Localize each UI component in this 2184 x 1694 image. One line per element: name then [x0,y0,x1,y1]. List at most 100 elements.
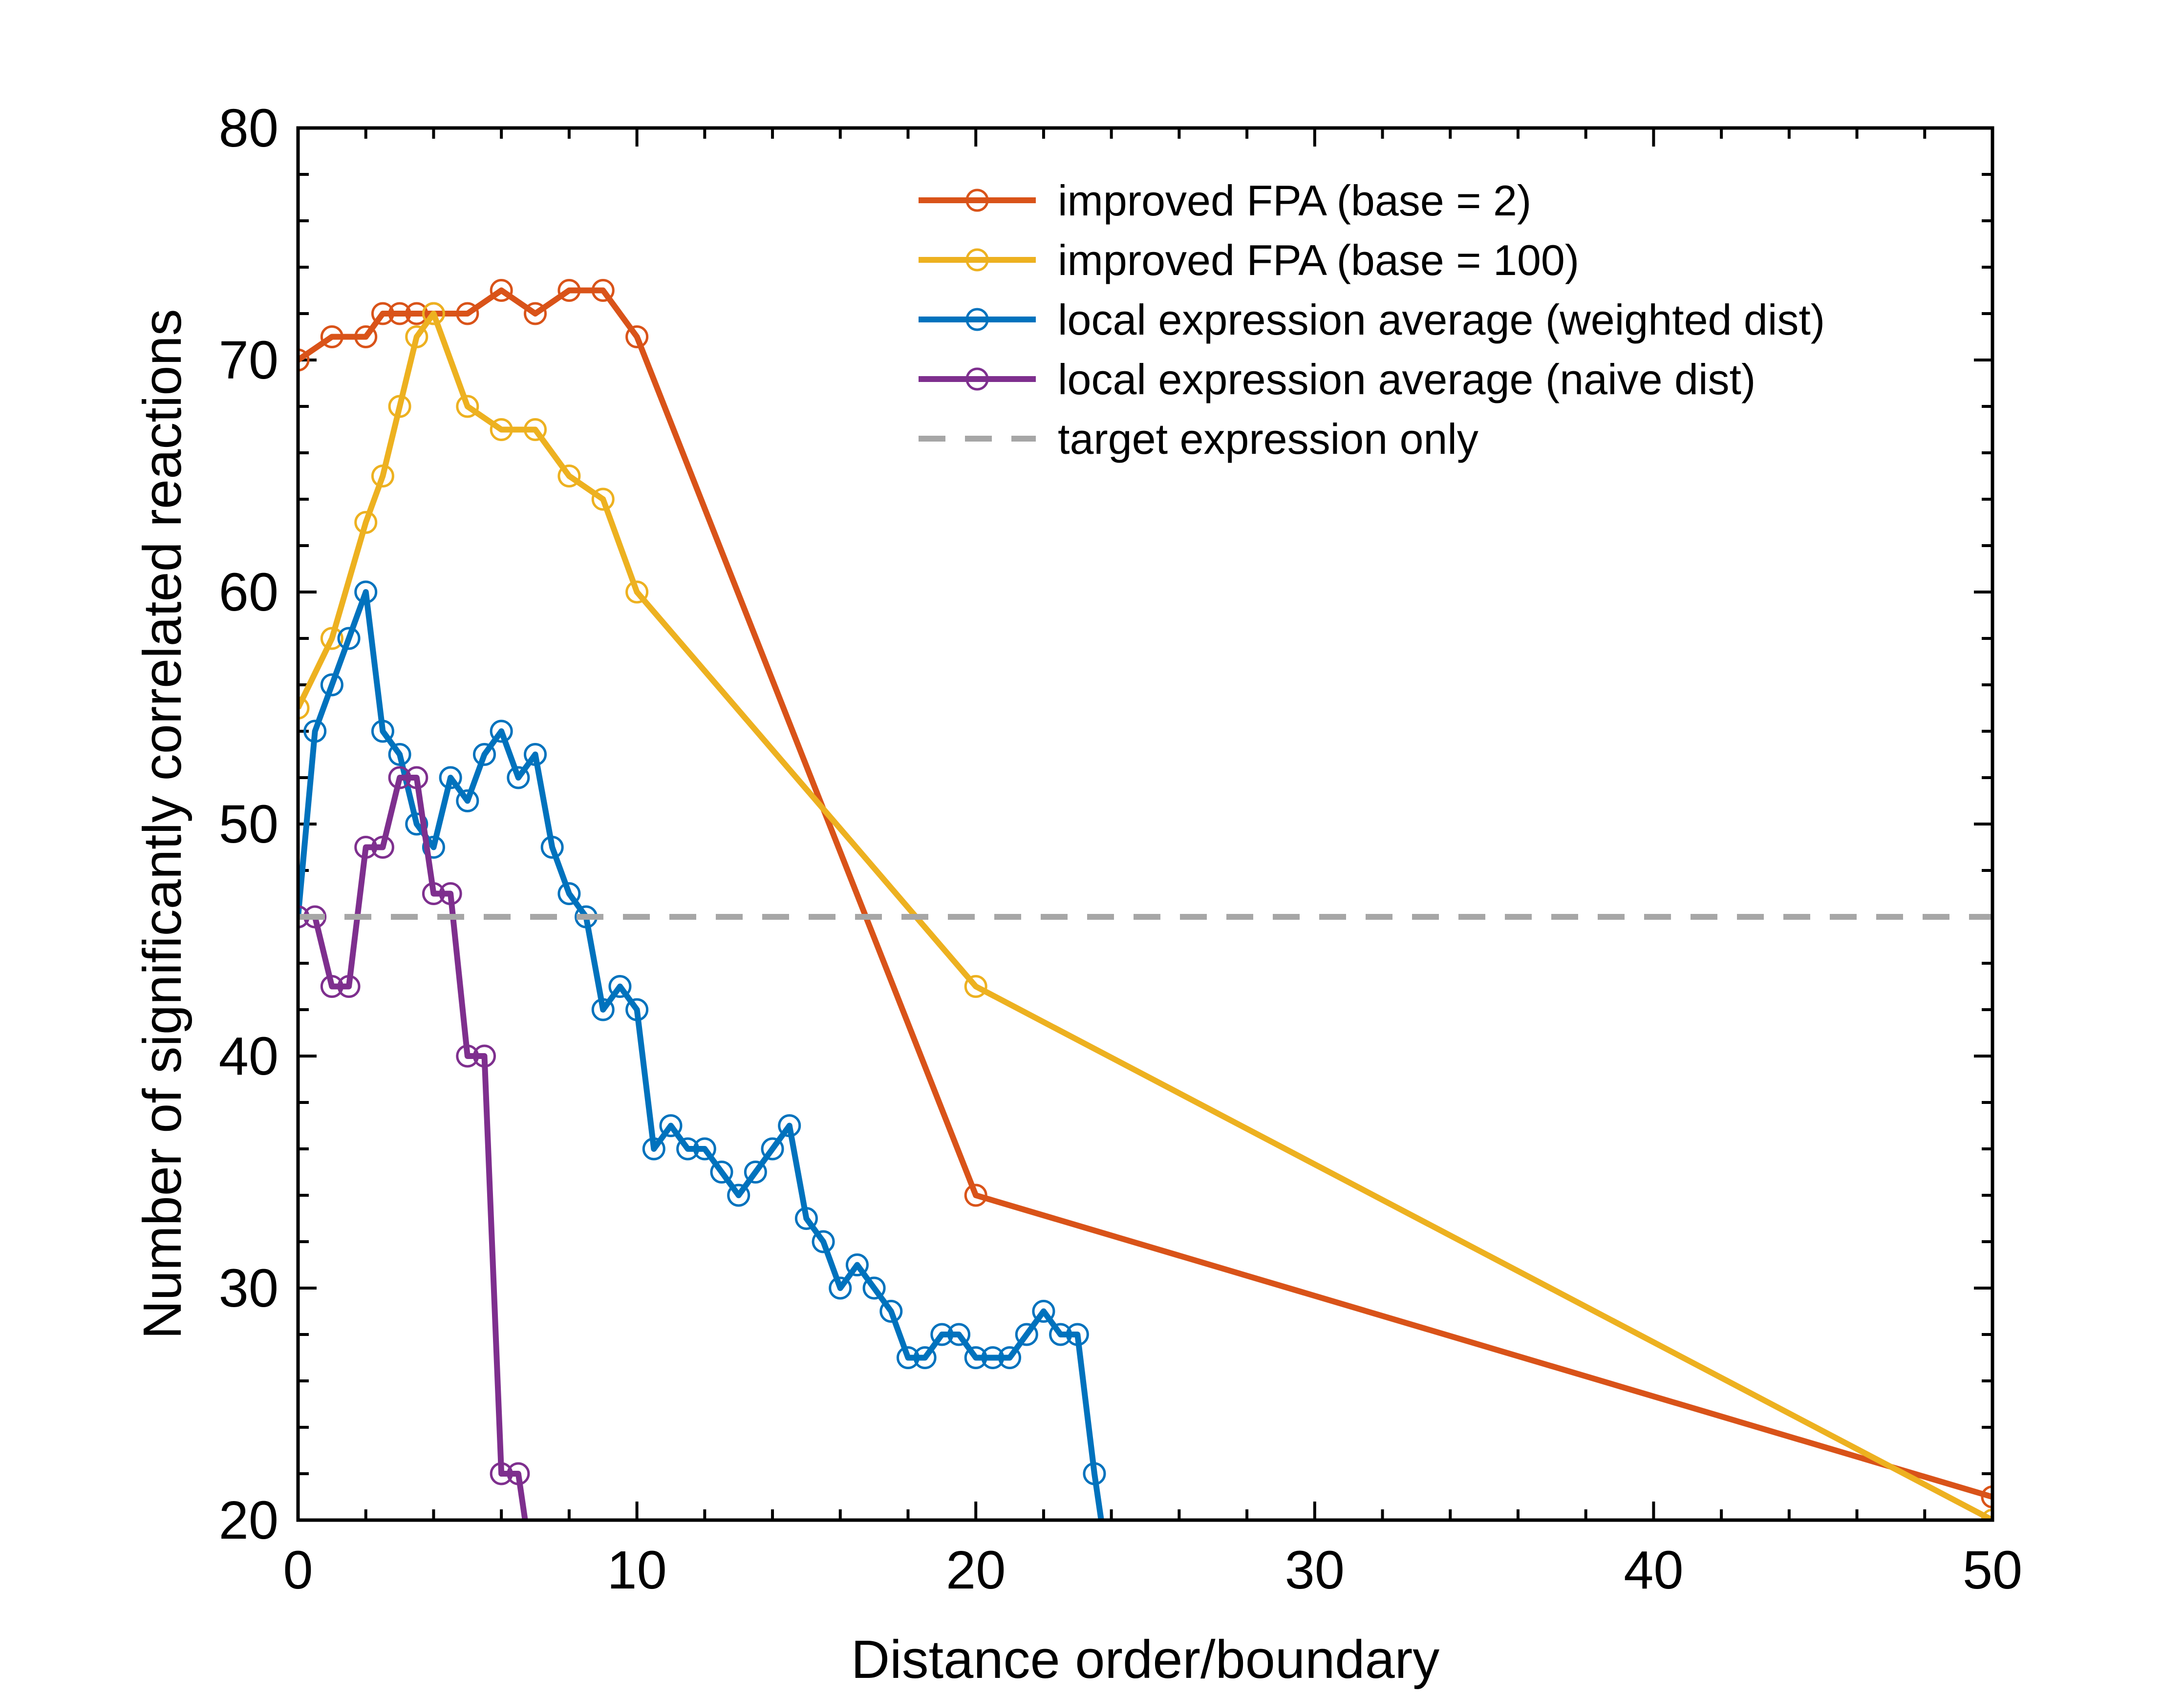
y-tick-label: 50 [219,794,278,854]
data-point [1049,1323,1072,1346]
y-tick-label: 80 [219,98,278,158]
x-axis-label: Distance order/boundary [851,1630,1440,1690]
data-point [862,1276,886,1300]
data-point [710,1161,733,1184]
data-point [354,511,378,534]
data-point [405,766,428,789]
x-tick-label: 0 [283,1540,313,1600]
data-point [591,279,615,302]
data-point [371,836,394,859]
y-axis-label: Number of significantly correlated react… [132,309,193,1339]
plot-area [298,128,1992,1520]
legend-marker [965,189,989,212]
y-tick-label: 30 [219,1258,278,1318]
data-point [591,487,615,511]
data-point [388,743,411,766]
data-point [490,1462,513,1485]
data-point [557,279,581,302]
legend-marker [965,367,989,391]
data-point [693,1137,716,1161]
data-point [354,580,378,604]
series-line [298,589,1104,1520]
data-point [896,1346,920,1369]
data-point [405,812,428,836]
data-point [456,302,479,325]
data-point [659,1114,683,1137]
data-point [524,418,547,441]
data-point [337,627,361,650]
data-point [998,1346,1022,1369]
data-point [472,743,496,766]
data-point [608,975,632,998]
data-point [371,465,394,487]
data-point [490,418,513,441]
x-tick-label: 30 [1285,1540,1345,1600]
legend-item: target expression only [919,415,1478,463]
data-point [829,1276,852,1300]
series-group [298,279,1992,1520]
data-point [964,1346,987,1369]
legend-label: local expression average (weighted dist) [1058,296,1825,344]
data-point [591,998,615,1021]
data-point [642,1137,665,1161]
data-point [337,975,361,998]
x-tick-label: 40 [1624,1540,1683,1600]
data-point [320,975,343,998]
data-point [947,1323,971,1346]
data-point [320,627,343,650]
legend-label: local expression average (naive dist) [1058,355,1756,403]
data-point [490,720,513,743]
data-point [540,836,564,859]
data-point [405,325,428,348]
data-point [557,882,581,905]
data-point [405,302,428,325]
data-point [845,1253,869,1276]
y-tick-label: 40 [219,1026,278,1086]
data-point [744,1161,767,1184]
data-point [727,1184,750,1207]
data-point [913,1346,937,1369]
x-tick-label: 10 [607,1540,666,1600]
data-point [964,1184,987,1207]
y-tick-label: 70 [219,330,278,390]
x-tick-label: 50 [1963,1540,2022,1600]
legend: improved FPA (base = 2) improved FPA (bas… [919,176,1825,463]
legend-marker [965,308,989,331]
data-point [1066,1323,1089,1346]
data-point [320,673,343,697]
data-point [625,325,649,348]
legend-label: improved FPA (base = 100) [1058,236,1579,284]
data-point [303,720,327,743]
data-point [964,975,987,998]
data-point [490,279,513,302]
data-point [676,1137,700,1161]
legend-marker [965,248,989,272]
data-point [456,789,479,812]
data-point [422,302,445,325]
data-point [1981,1485,1992,1508]
data-point [472,1044,496,1068]
data-point [557,465,581,487]
data-point [625,580,649,604]
data-point [930,1323,954,1346]
y-tick-labels: 20 30 40 50 60 70 80 [219,98,278,1550]
data-point [439,766,462,789]
series-1 [298,302,1992,1520]
data-point [524,743,547,766]
data-point [388,395,411,418]
data-point [456,1044,479,1068]
data-point [778,1114,801,1137]
legend-label: target expression only [1058,415,1478,463]
data-point [981,1346,1005,1369]
data-point [524,302,547,325]
data-point [879,1300,903,1323]
data-point [1032,1300,1055,1323]
plot-frame [296,126,1994,1522]
data-point [388,302,411,325]
data-point [761,1137,784,1161]
legend-item: local expression average (weighted dist) [919,296,1825,344]
x-tick-label: 20 [946,1540,1006,1600]
series-0 [298,279,1992,1508]
data-point [354,325,378,348]
